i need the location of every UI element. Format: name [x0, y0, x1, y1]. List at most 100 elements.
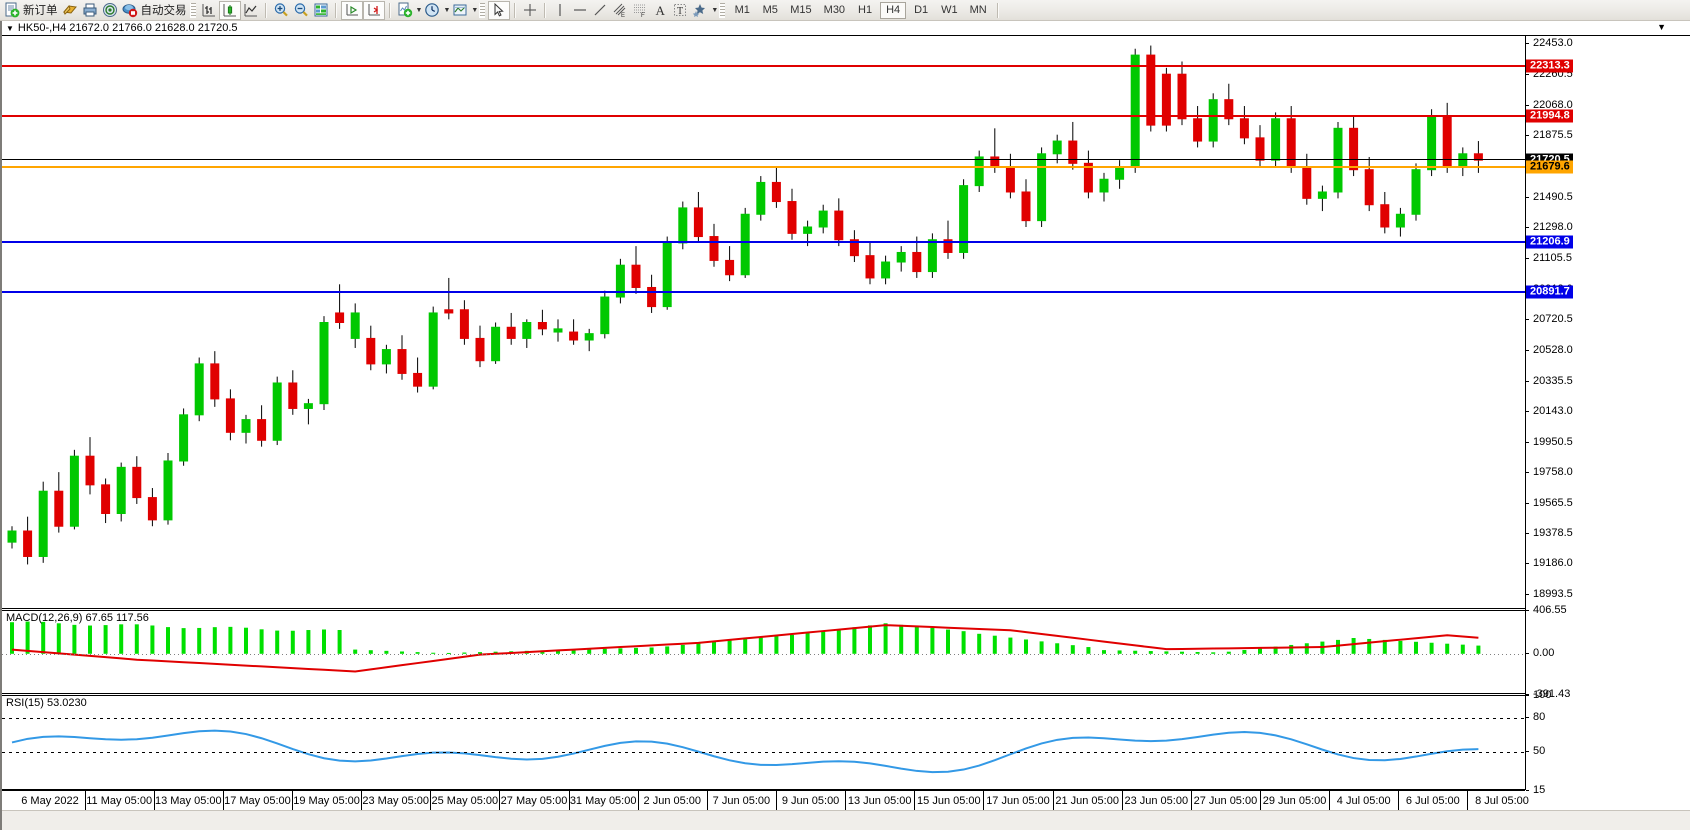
objects-dropdown-caret[interactable]: ▼ — [711, 6, 719, 14]
chart-header: ▼ HK50-,H4 21672.0 21766.0 21628.0 21720… — [2, 21, 1690, 36]
price-tick: 18993.5 — [1526, 588, 1573, 600]
time-separator — [568, 791, 570, 811]
rsi-pane[interactable]: RSI(15) 53.0230 — [2, 695, 1525, 790]
time-label: 27 Jun 05:00 — [1193, 795, 1258, 807]
timeframe-m1[interactable]: M1 — [734, 4, 750, 16]
rsi-tick: 15 — [1526, 784, 1545, 796]
timeframe-m30[interactable]: M30 — [823, 4, 846, 16]
chart-collapse-caret-icon[interactable]: ▼ — [1657, 22, 1666, 32]
macd-label: MACD(12,26,9) 67.65 117.56 — [6, 612, 149, 624]
time-separator — [1121, 791, 1123, 811]
level-line-21206.9[interactable] — [2, 240, 1525, 243]
timeframe-h1[interactable]: H1 — [858, 4, 873, 16]
time-separator — [499, 791, 501, 811]
print-icon[interactable] — [80, 1, 100, 20]
toolbar-grip[interactable] — [719, 2, 726, 18]
resistance-level-1-tag[interactable]: 22313.3 — [1526, 59, 1573, 73]
time-separator — [706, 791, 708, 811]
line-chart-icon[interactable] — [241, 1, 261, 20]
level-line-20891.7[interactable] — [2, 290, 1525, 293]
support-level-2-tag[interactable]: 20891.7 — [1526, 285, 1573, 299]
timeframe-w1[interactable]: W1 — [941, 4, 958, 16]
timeframe-mn[interactable]: MN — [969, 4, 987, 16]
signal-icon[interactable] — [100, 1, 120, 20]
text-icon[interactable]: A — [650, 1, 670, 20]
zoom-out-icon[interactable] — [291, 1, 311, 20]
periods-icon[interactable] — [422, 1, 442, 20]
candlestick-chart-icon[interactable] — [218, 0, 241, 20]
chart-menu-caret-icon[interactable]: ▼ — [6, 23, 14, 33]
price-tick: 20720.5 — [1526, 313, 1573, 325]
periods-dropdown-caret[interactable]: ▼ — [443, 6, 451, 14]
time-separator — [1467, 791, 1469, 811]
time-separator — [776, 791, 777, 811]
trendline-icon[interactable] — [590, 1, 610, 20]
crosshair-icon[interactable] — [520, 1, 540, 20]
candlestick-series — [7, 45, 1483, 565]
templates-dropdown-caret[interactable]: ▼ — [471, 6, 479, 14]
auto-trading-icon[interactable] — [120, 1, 140, 20]
data-window-icon[interactable] — [311, 1, 331, 20]
time-label: 11 May 05:00 — [86, 795, 153, 807]
equidistant-channel-icon[interactable]: E — [610, 1, 630, 20]
price-tick: 20335.5 — [1526, 375, 1573, 387]
toolbar-grip[interactable] — [479, 2, 486, 18]
vertical-line-icon[interactable] — [550, 1, 570, 20]
level-line-22313.3[interactable] — [2, 64, 1525, 67]
zoom-in-icon[interactable] — [271, 1, 291, 20]
macd-tick: -391.43 — [1526, 688, 1570, 700]
svg-text:A: A — [656, 3, 666, 18]
new-order-label[interactable]: 新订单 — [23, 5, 58, 17]
toolbar-grip[interactable] — [189, 2, 196, 18]
timeframe-m5[interactable]: M5 — [762, 4, 778, 16]
svg-text:T: T — [677, 6, 683, 17]
auto-scroll-icon[interactable] — [362, 0, 385, 20]
time-separator — [1052, 791, 1054, 811]
time-label: 17 Jun 05:00 — [986, 795, 1050, 807]
pivot-level-tag[interactable]: 21679.6 — [1526, 160, 1573, 174]
chart-window: ▼ HK50-,H4 21672.0 21766.0 21628.0 21720… — [0, 21, 1690, 830]
macd-pane[interactable]: MACD(12,26,9) 67.65 117.56 — [2, 610, 1525, 694]
price-scale[interactable]: 22453.022260.522068.021875.521683.021490… — [1525, 36, 1690, 796]
level-line-21994.8[interactable] — [2, 115, 1525, 118]
indicators-icon[interactable] — [395, 1, 415, 20]
level-line-21679.6[interactable] — [2, 165, 1525, 168]
chart-symbol-ohlc: HK50-,H4 21672.0 21766.0 21628.0 21720.5 — [17, 22, 238, 34]
level-line-21720.5[interactable] — [2, 159, 1525, 161]
bar-chart-icon[interactable] — [199, 1, 219, 20]
time-separator — [430, 791, 432, 811]
indicators-dropdown-caret[interactable]: ▼ — [415, 6, 423, 14]
toolbar-separator — [264, 2, 267, 18]
resistance-level-2-tag[interactable]: 21994.8 — [1526, 109, 1573, 123]
price-tick: 21105.5 — [1526, 252, 1572, 264]
price-tick: 19565.5 — [1526, 497, 1573, 509]
price-pane[interactable] — [2, 36, 1525, 609]
time-separator — [222, 791, 224, 811]
support-level-1-tag[interactable]: 21206.9 — [1526, 235, 1573, 249]
rsi-tick: 80 — [1526, 711, 1545, 723]
price-tick: 20143.0 — [1526, 405, 1573, 417]
svg-text:E: E — [621, 13, 625, 18]
toolbar-separator — [334, 2, 337, 18]
time-label: 7 Jun 05:00 — [712, 795, 771, 807]
price-tick: 21875.5 — [1526, 129, 1573, 141]
macd-tick: 406.55 — [1526, 604, 1567, 616]
time-label: 23 May 05:00 — [362, 795, 430, 807]
chart-shift-icon[interactable] — [340, 0, 363, 20]
rsi-series — [11, 729, 1479, 774]
time-separator — [292, 791, 293, 811]
cursor-icon[interactable] — [488, 0, 511, 20]
time-label: 23 Jun 05:00 — [1124, 795, 1189, 807]
auto-trading-label[interactable]: 自动交易 — [140, 5, 187, 17]
time-label: 8 Jul 05:00 — [1475, 795, 1529, 807]
timeframe-d1[interactable]: D1 — [914, 4, 929, 16]
timeframe-m15[interactable]: M15 — [790, 4, 812, 16]
objects-icon[interactable] — [690, 1, 710, 20]
horizontal-line-icon[interactable] — [570, 1, 590, 20]
profile-icon[interactable] — [60, 1, 80, 20]
new-order-icon[interactable] — [2, 1, 22, 20]
timeframe-h4[interactable]: H4 — [880, 1, 907, 19]
fibonacci-icon[interactable]: F — [630, 1, 650, 20]
text-label-icon[interactable]: T — [670, 1, 690, 20]
templates-icon[interactable] — [450, 1, 470, 20]
